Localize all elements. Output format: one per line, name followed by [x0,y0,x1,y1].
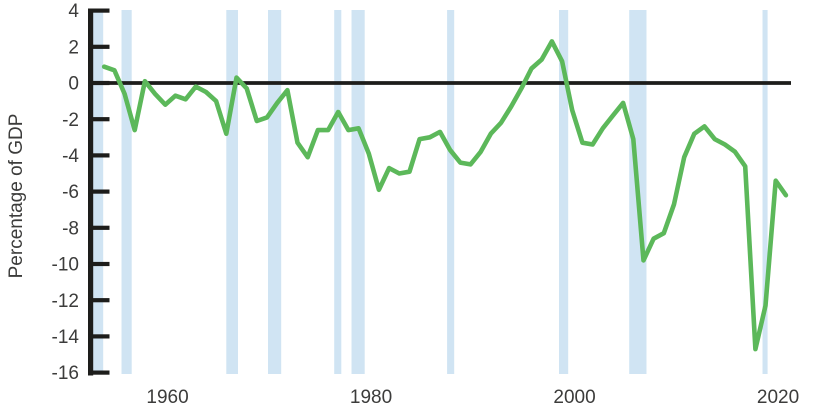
recession-band [559,10,569,374]
y-tick-label: -16 [52,363,79,384]
y-tick-label: -12 [52,291,79,312]
axes-group [88,8,791,376]
x-tick-label: 2000 [553,387,595,408]
y-axis-tick [88,225,110,230]
y-axis-tick [88,117,110,122]
y-axis-tick [88,334,110,339]
y-tick-label: -2 [62,110,79,131]
y-axis-tick [88,44,110,49]
y-axis-tick [88,153,110,158]
y-tick-label: -4 [62,146,79,167]
recession-band [334,10,342,374]
recession-bands-group [93,10,768,374]
recession-band [226,10,238,374]
y-axis-tick [88,189,110,194]
recession-band [447,10,455,374]
y-axis-tick [88,80,110,86]
x-tick-label: 1980 [350,387,392,408]
recession-band [268,10,282,374]
x-tick-label: 2020 [757,387,799,408]
y-tick-label: 2 [68,37,79,58]
x-tick-label: 1960 [146,387,188,408]
axis-labels-group: 4 2 0 -2 -4 -6 -8 -10 -12 -14 -16 1960 1980 2000 2020 [52,1,800,408]
y-tick-label: -14 [52,327,80,348]
y-axis-tick [88,298,110,303]
data-line-group [101,39,789,352]
y-axis-tick [88,370,110,375]
recession-band [762,10,768,374]
y-tick-label: 0 [68,74,79,95]
y-tick-label: -6 [62,182,79,203]
y-tick-label: 4 [68,1,79,22]
recession-band [351,10,365,374]
deficit-line [101,39,789,352]
y-axis-title: Percentage of GDP [6,114,27,279]
y-tick-label: -10 [52,255,79,276]
y-tick-label: -8 [62,218,79,239]
y-axis-tick [88,8,110,13]
recession-band [121,10,132,374]
y-axis-tick [88,261,110,267]
